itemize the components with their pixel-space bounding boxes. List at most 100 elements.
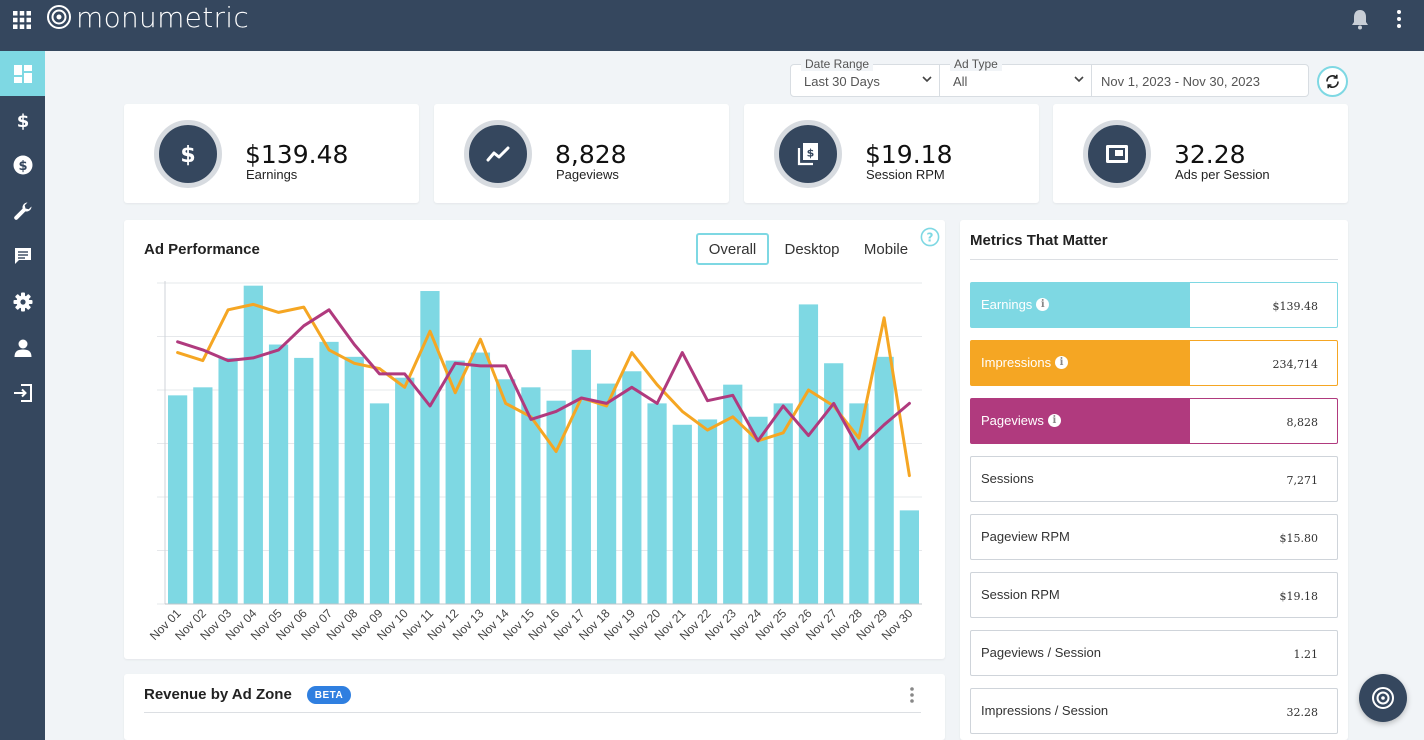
chart-bar xyxy=(622,371,641,604)
chart-bar xyxy=(244,286,263,604)
chat-support-icon xyxy=(1370,685,1396,711)
metric-row-pageviews[interactable]: Pageviews i 8,828 xyxy=(970,398,1338,444)
metric-row-impressions-session[interactable]: Impressions / Session 32.28 xyxy=(970,688,1338,734)
sidebar-item-payments[interactable]: $ xyxy=(0,142,45,187)
sidebar-item-tools[interactable] xyxy=(0,188,45,233)
metric-value: 8,828 xyxy=(1287,416,1319,429)
ad-type-select[interactable]: Ad Type All xyxy=(940,65,1091,96)
stat-icon-circle: $ xyxy=(154,120,222,188)
chart-bar xyxy=(547,401,566,604)
sidebar-item-messages[interactable] xyxy=(0,233,45,278)
dashboard-icon xyxy=(13,64,33,84)
sidebar-item-account[interactable] xyxy=(0,325,45,370)
metric-value: 234,714 xyxy=(1273,358,1319,371)
svg-text:$: $ xyxy=(807,147,815,160)
metric-value: $15.80 xyxy=(1280,532,1319,545)
beta-badge: BETA xyxy=(307,686,351,704)
chart-bar xyxy=(269,345,288,604)
metric-label-text: Pageview RPM xyxy=(981,529,1070,544)
refresh-button[interactable] xyxy=(1317,66,1348,97)
metric-row-impressions[interactable]: Impressions i 234,714 xyxy=(970,340,1338,386)
date-picker-input[interactable]: Nov 1, 2023 - Nov 30, 2023 xyxy=(1092,65,1308,96)
metric-value: 7,271 xyxy=(1287,474,1319,487)
metric-row-earnings[interactable]: Earnings i $139.48 xyxy=(970,282,1338,328)
ad-type-value: All xyxy=(953,74,967,89)
logout-icon xyxy=(13,383,33,403)
chart-bar xyxy=(471,353,490,604)
metric-label: Sessions xyxy=(981,471,1034,486)
user-icon xyxy=(13,338,33,358)
chart-bar xyxy=(875,357,894,604)
chart-bar xyxy=(597,384,616,604)
more-options-icon[interactable] xyxy=(1390,8,1408,30)
revenue-by-ad-zone-card: Revenue by Ad Zone BETA xyxy=(124,674,945,740)
stat-label: Ads per Session xyxy=(1175,167,1270,182)
metric-label: Impressions / Session xyxy=(981,703,1108,718)
metric-label-text: Impressions / Session xyxy=(981,703,1108,718)
sidebar-item-settings[interactable] xyxy=(0,279,45,324)
metric-row-sessions[interactable]: Sessions 7,271 xyxy=(970,456,1338,502)
sidebar-item-earnings[interactable]: $ xyxy=(0,97,45,142)
info-icon[interactable]: i xyxy=(1048,414,1061,427)
info-icon[interactable]: i xyxy=(1055,356,1068,369)
chart-bar xyxy=(748,417,767,604)
svg-text:$: $ xyxy=(18,159,27,174)
svg-text:$: $ xyxy=(16,111,29,130)
info-icon[interactable]: i xyxy=(1036,298,1049,311)
stat-value: 32.28 xyxy=(1174,140,1246,169)
ad-type-label: Ad Type xyxy=(950,57,1002,71)
refresh-icon xyxy=(1324,73,1341,90)
metric-label-text: Sessions xyxy=(981,471,1034,486)
chart-bar xyxy=(420,291,439,604)
top-bar: monumetric xyxy=(0,0,1424,51)
metric-row-session-rpm[interactable]: Session RPM $19.18 xyxy=(970,572,1338,618)
metric-value: 32.28 xyxy=(1287,706,1319,719)
stat-value: $139.48 xyxy=(245,140,348,169)
metric-label: Pageviews i xyxy=(981,413,1061,428)
metric-label-text: Pageviews xyxy=(981,413,1044,428)
metric-value: 1.21 xyxy=(1294,648,1319,661)
logo-mark-icon xyxy=(46,4,72,30)
dollar-icon: $ xyxy=(175,141,201,167)
stat-card-pageviews: 8,828 Pageviews xyxy=(434,104,729,203)
apps-grid-icon[interactable] xyxy=(12,10,32,30)
chevron-down-icon xyxy=(921,73,933,85)
ad-frame-icon xyxy=(1104,141,1130,167)
metrics-card: Metrics That Matter Earnings i $139.48 Impr… xyxy=(960,220,1348,740)
sidebar-item-dashboard[interactable] xyxy=(0,51,45,96)
chart-bar xyxy=(799,304,818,604)
stat-icon-circle: $ xyxy=(774,120,842,188)
metric-label: Impressions i xyxy=(981,355,1068,370)
date-range-value: Last 30 Days xyxy=(804,74,880,89)
metrics-title: Metrics That Matter xyxy=(970,232,1108,249)
logo[interactable]: monumetric xyxy=(46,0,249,34)
chart-bar xyxy=(698,419,717,604)
metric-row-pageview-rpm[interactable]: Pageview RPM $15.80 xyxy=(970,514,1338,560)
chevron-down-icon xyxy=(1073,73,1085,85)
stat-label: Pageviews xyxy=(556,167,619,182)
more-options-icon[interactable] xyxy=(906,685,918,705)
metric-label: Session RPM xyxy=(981,587,1060,602)
trend-line-icon xyxy=(485,141,511,167)
filter-bar: Date Range Last 30 Days Ad Type All Nov … xyxy=(790,64,1309,97)
date-range-label: Date Range xyxy=(801,57,873,71)
support-chat-button[interactable] xyxy=(1359,674,1407,722)
notification-bell-icon[interactable] xyxy=(1350,8,1370,30)
chart-bar xyxy=(824,363,843,604)
chart-bar xyxy=(900,510,919,604)
stat-card-earnings: $ $139.48 Earnings xyxy=(124,104,419,203)
dollar-circle-icon: $ xyxy=(13,155,33,175)
sidebar-item-logout[interactable] xyxy=(0,370,45,415)
metric-row-pageviews-session[interactable]: Pageviews / Session 1.21 xyxy=(970,630,1338,676)
metric-label: Earnings i xyxy=(981,297,1049,312)
dollar-icon: $ xyxy=(13,110,33,130)
wrench-icon xyxy=(13,201,33,221)
chart-bar xyxy=(572,350,591,604)
chart-bar xyxy=(168,395,187,604)
ad-performance-card: Ad Performance Overall Desktop Mobile ? … xyxy=(124,220,945,659)
chart-bar xyxy=(319,342,338,604)
date-range-select[interactable]: Date Range Last 30 Days xyxy=(791,65,939,96)
stat-value: 8,828 xyxy=(555,140,627,169)
chart-bar xyxy=(218,358,237,604)
stat-card-ads-per-session: 32.28 Ads per Session xyxy=(1053,104,1348,203)
